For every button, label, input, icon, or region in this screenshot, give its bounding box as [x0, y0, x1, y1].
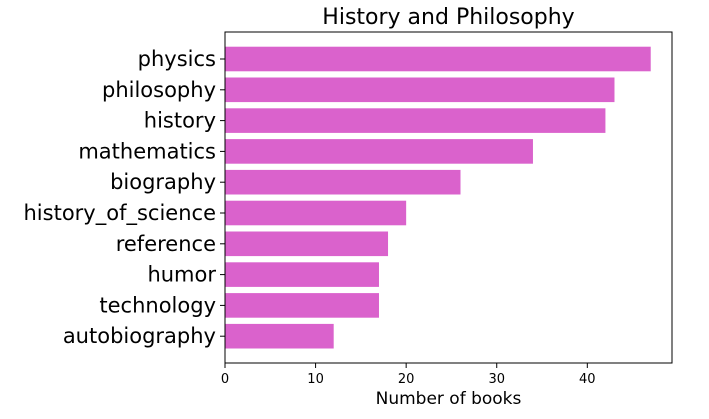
category-label-technology: technology [99, 293, 216, 317]
category-label-humor: humor [147, 263, 216, 287]
bar-mathematics [225, 139, 533, 164]
bars [225, 46, 651, 349]
bar-humor [225, 262, 379, 287]
category-label-philosophy: philosophy [102, 78, 216, 102]
category-labels: physics philosophy history mathematics biogr… [24, 47, 225, 348]
category-label-physics: physics [138, 47, 216, 71]
bar-technology [225, 293, 379, 318]
x-tick-label: 20 [398, 372, 415, 387]
x-tick-label: 10 [307, 372, 324, 387]
bar-history-of-science [225, 200, 407, 226]
x-tick-label: 40 [579, 372, 596, 387]
bar-biography [225, 169, 461, 195]
x-axis-ticks: 0 10 20 30 40 [221, 363, 596, 387]
category-label-reference: reference [116, 232, 216, 256]
x-tick-label: 0 [221, 372, 229, 387]
chart-title: History and Philosophy [322, 5, 574, 30]
category-label-history-of-science: history_of_science [24, 201, 217, 226]
bar-history [225, 108, 606, 133]
category-label-autobiography: autobiography [63, 324, 216, 348]
category-label-history: history [144, 109, 216, 133]
bar-autobiography [225, 323, 334, 349]
x-tick-label: 30 [488, 372, 505, 387]
category-label-biography: biography [110, 170, 216, 194]
plot-frame [224, 31, 673, 364]
bar-physics [225, 46, 651, 72]
bar-reference [225, 231, 389, 257]
category-label-mathematics: mathematics [78, 139, 216, 163]
x-axis-label: Number of books [376, 389, 522, 409]
bar-philosophy [225, 77, 615, 103]
